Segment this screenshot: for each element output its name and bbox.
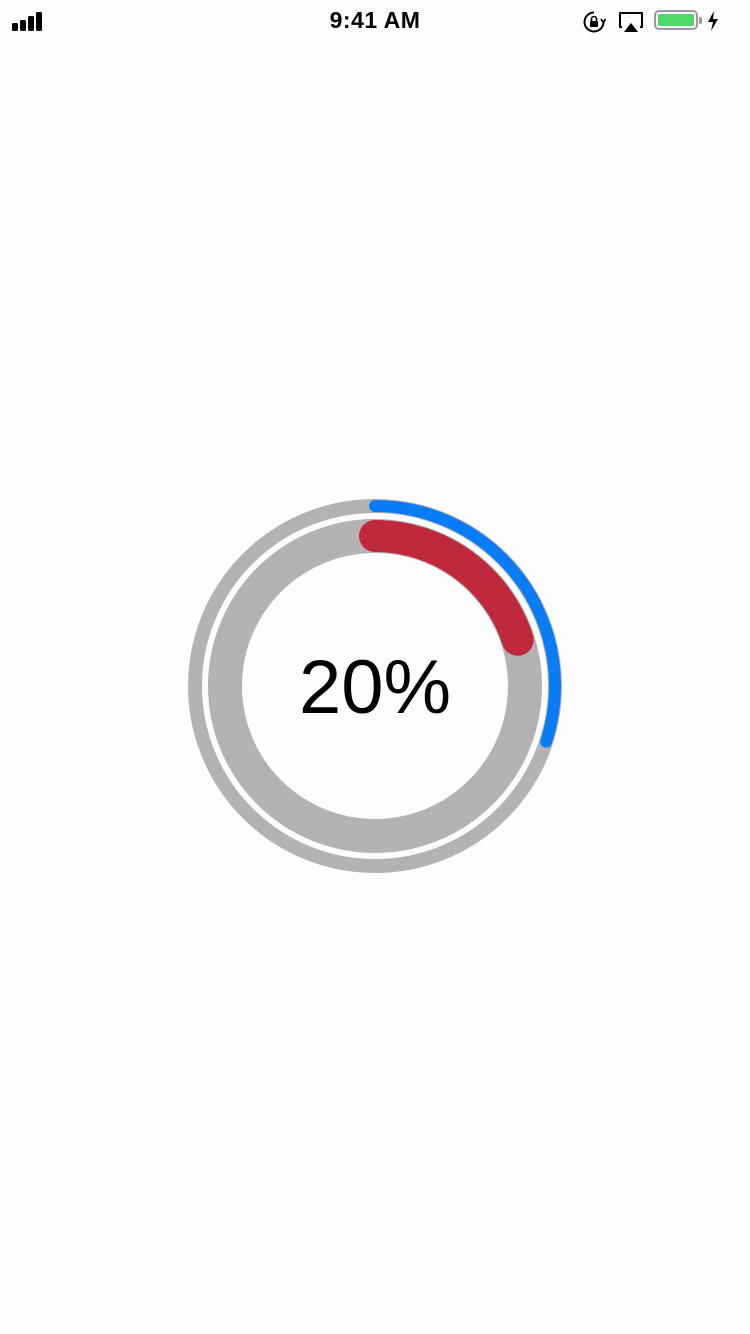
battery-fill xyxy=(658,14,694,26)
rotation-lock-icon xyxy=(583,11,606,33)
inner-progress-arc xyxy=(209,520,541,852)
airplay-icon xyxy=(619,12,643,32)
progress-ring: 20% xyxy=(188,499,562,873)
status-icons xyxy=(582,8,742,34)
battery-nub xyxy=(699,17,702,24)
status-bar: 9:41 AM xyxy=(0,0,750,40)
progress-percent-label: 20% xyxy=(298,645,452,730)
charging-bolt-icon xyxy=(708,11,718,31)
outer-progress-arc xyxy=(189,500,561,872)
battery-icon xyxy=(654,10,698,30)
progress-ring-graphic xyxy=(188,499,562,873)
signal-icon xyxy=(12,11,46,31)
status-time: 9:41 AM xyxy=(329,7,421,33)
